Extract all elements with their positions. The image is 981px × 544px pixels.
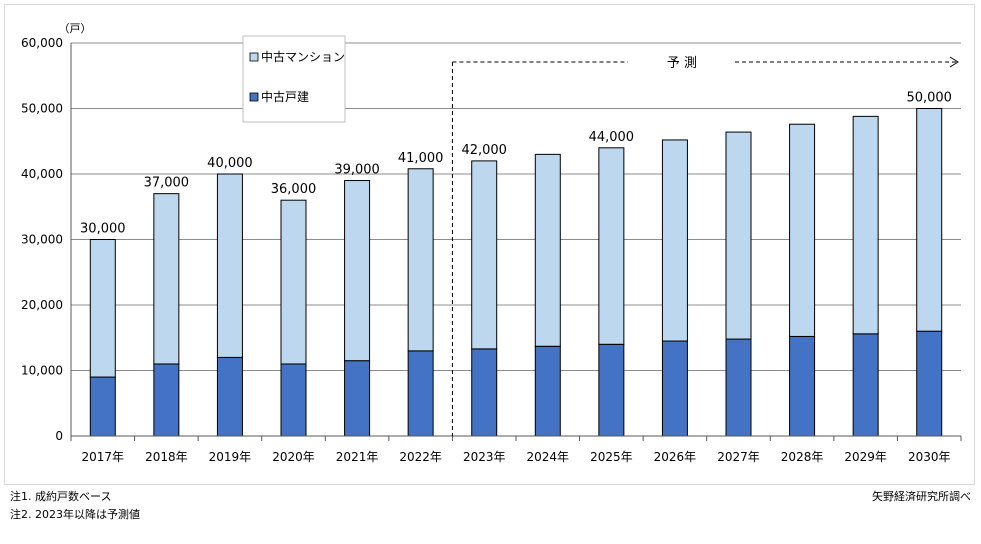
chart-frame	[4, 4, 975, 485]
bar-segment-detached-house	[725, 338, 752, 437]
bar-segment-condominium	[852, 115, 879, 335]
y-unit-label: （戸）	[59, 22, 92, 35]
y-tick-label: 30,000	[21, 233, 63, 247]
axes: 0 10,000 20,000 30,000 40,000 50,000 60,000（戸）…	[21, 22, 962, 464]
bar-segment-condominium	[344, 180, 371, 362]
legend-swatch	[249, 92, 259, 102]
y-tick-label: 10,000	[21, 364, 63, 378]
x-tick-label: 2025年	[590, 450, 633, 464]
bar-segment-condominium	[280, 199, 307, 365]
legend-box	[242, 35, 346, 123]
legend-label: 中古マンション	[261, 49, 345, 64]
x-tick-label: 2017年	[82, 450, 125, 464]
x-tick-label: 2026年	[654, 450, 697, 464]
y-tick-label: 0	[55, 429, 63, 443]
data-label: 30,000	[80, 222, 126, 237]
x-tick-label: 2029年	[844, 450, 887, 464]
data-label: 37,000	[144, 176, 190, 191]
x-tick-label: 2023年	[463, 450, 506, 464]
grid-lines	[71, 42, 961, 371]
bar-segment-detached-house	[598, 343, 625, 437]
y-tick-label: 20,000	[21, 298, 63, 312]
bar-segment-detached-house	[852, 333, 879, 437]
bar-segment-detached-house	[216, 356, 243, 437]
y-tick-label: 40,000	[21, 167, 63, 181]
y-tick-label: 60,000	[21, 36, 63, 50]
bar-segment-detached-house	[407, 350, 434, 437]
bar-segment-detached-house	[153, 363, 180, 437]
x-tick-label: 2022年	[399, 450, 442, 464]
bar-segment-detached-house	[471, 348, 498, 437]
labels: 30,000 37,000 40,000 36,000 39,000 41,000 42,0…	[80, 91, 952, 237]
bar-segment-condominium	[471, 160, 498, 350]
bar-segment-condominium	[216, 173, 243, 358]
note-1: 注1. 成約戸数ベース	[10, 490, 112, 503]
bar-segment-condominium	[789, 123, 816, 337]
data-label: 41,000	[398, 151, 444, 166]
x-tick-label: 2020年	[272, 450, 315, 464]
data-label: 39,000	[334, 163, 380, 178]
legend-label: 中古戸建	[261, 89, 309, 104]
bar-segment-detached-house	[89, 376, 116, 437]
x-tick-label: 2018年	[145, 450, 188, 464]
bar-segment-condominium	[89, 239, 116, 378]
bar-segment-condominium	[534, 153, 561, 347]
bar-segment-detached-house	[661, 340, 688, 437]
x-tick-label: 2028年	[781, 450, 824, 464]
legend-swatch	[249, 52, 259, 62]
forecast-annotation: 予 測	[451, 56, 959, 436]
bars	[89, 108, 943, 437]
x-tick-label: 2024年	[527, 450, 570, 464]
bar-segment-detached-house	[534, 345, 561, 437]
data-label: 50,000	[906, 91, 952, 106]
note-2: 注2. 2023年以降は予測値	[10, 508, 140, 521]
x-tick-label: 2027年	[717, 450, 760, 464]
forecast-label: 予 測	[667, 56, 697, 71]
source-credit: 矢野経済研究所調べ	[872, 490, 971, 503]
data-label: 40,000	[207, 156, 253, 171]
bar-segment-detached-house	[280, 363, 307, 437]
data-label: 36,000	[271, 182, 317, 197]
bar-segment-condominium	[153, 193, 180, 365]
y-tick-label: 50,000	[21, 102, 63, 116]
x-tick-label: 2030年	[908, 450, 951, 464]
bar-segment-condominium	[725, 131, 752, 340]
bar-segment-condominium	[916, 108, 943, 332]
data-label: 44,000	[589, 130, 635, 145]
x-tick-label: 2021年	[336, 450, 379, 464]
x-tick-label: 2019年	[209, 450, 252, 464]
bar-segment-detached-house	[344, 360, 371, 437]
bar-segment-detached-house	[916, 330, 943, 437]
bar-segment-detached-house	[789, 335, 816, 437]
forecast-arrow-head	[949, 56, 959, 68]
bar-segment-condominium	[661, 139, 688, 342]
bar-segment-condominium	[407, 168, 434, 352]
bar-segment-condominium	[598, 147, 625, 345]
data-label: 42,000	[461, 143, 507, 158]
